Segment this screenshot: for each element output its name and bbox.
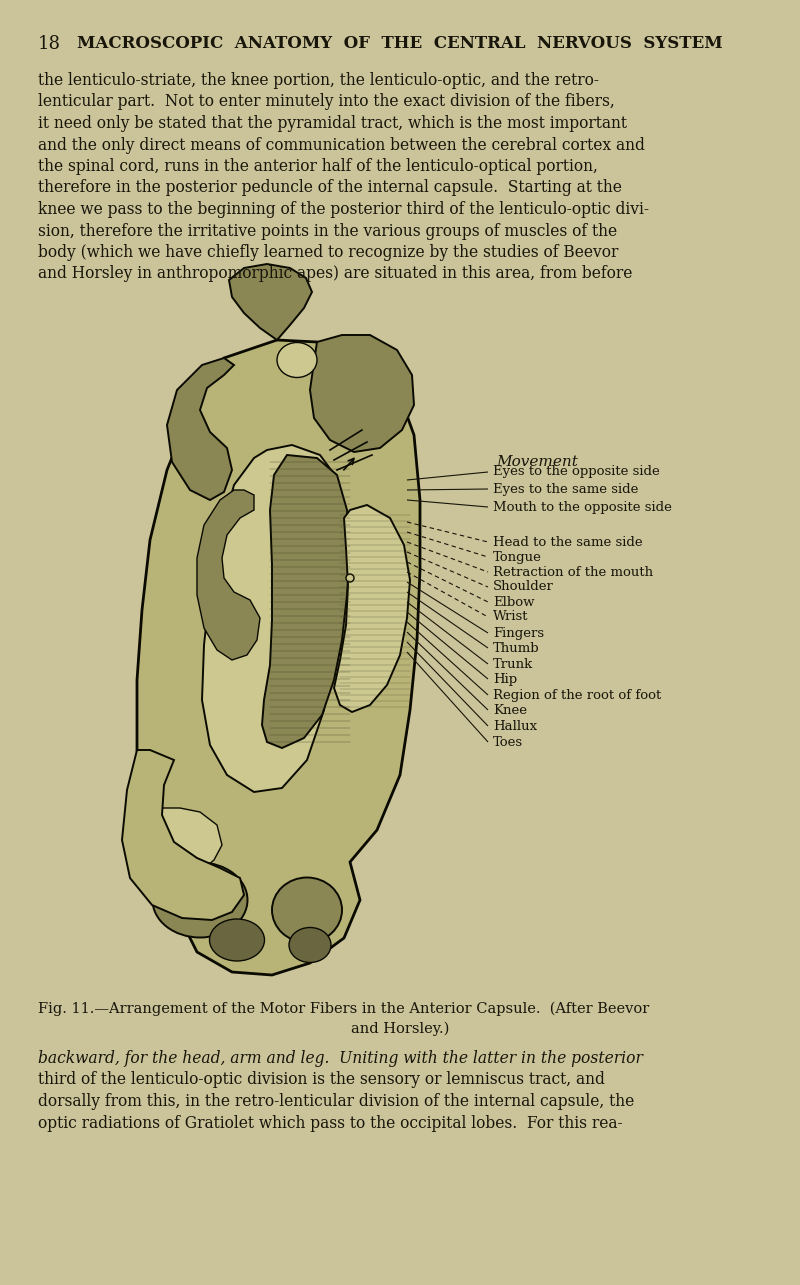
Text: and Horsley in anthropomorphic apes) are situated in this area, from before: and Horsley in anthropomorphic apes) are… [38, 266, 632, 283]
Text: Wrist: Wrist [493, 610, 529, 623]
Polygon shape [310, 335, 414, 452]
Text: therefore in the posterior peduncle of the internal capsule.  Starting at the: therefore in the posterior peduncle of t… [38, 180, 622, 197]
Polygon shape [334, 505, 410, 712]
Text: Toes: Toes [493, 735, 523, 748]
Text: Region of the root of foot: Region of the root of foot [493, 689, 662, 702]
Text: Head to the same side: Head to the same side [493, 536, 642, 549]
Polygon shape [262, 455, 350, 748]
Ellipse shape [210, 919, 265, 961]
Polygon shape [229, 263, 312, 341]
Ellipse shape [289, 928, 331, 962]
Text: knee we pass to the beginning of the posterior third of the lenticulo-optic divi: knee we pass to the beginning of the pos… [38, 200, 649, 218]
Text: Eyes to the opposite side: Eyes to the opposite side [493, 465, 660, 478]
Ellipse shape [272, 878, 342, 942]
Text: Fig. 11.—Arrangement of the Motor Fibers in the Anterior Capsule.  (After Beevor: Fig. 11.—Arrangement of the Motor Fibers… [38, 1002, 650, 1016]
Text: third of the lenticulo-optic division is the sensory or lemniscus tract, and: third of the lenticulo-optic division is… [38, 1072, 605, 1088]
Text: Hallux: Hallux [493, 720, 537, 732]
Text: the lenticulo-striate, the knee portion, the lenticulo-optic, and the retro-: the lenticulo-striate, the knee portion,… [38, 72, 599, 89]
Text: the spinal cord, runs in the anterior half of the lenticulo-optical portion,: the spinal cord, runs in the anterior ha… [38, 158, 598, 175]
Text: it need only be stated that the pyramidal tract, which is the most important: it need only be stated that the pyramida… [38, 114, 627, 132]
Text: 18: 18 [38, 35, 61, 53]
Text: optic radiations of Gratiolet which pass to the occipital lobes.  For this rea-: optic radiations of Gratiolet which pass… [38, 1114, 622, 1132]
Text: and the only direct means of communication between the cerebral cortex and: and the only direct means of communicati… [38, 136, 645, 153]
Text: Hip: Hip [493, 672, 517, 685]
Text: Fingers: Fingers [493, 627, 544, 640]
Text: Thumb: Thumb [493, 641, 540, 654]
Text: body (which we have chiefly learned to recognize by the studies of Beevor: body (which we have chiefly learned to r… [38, 244, 618, 261]
Text: Movement: Movement [496, 455, 578, 469]
Text: lenticular part.  Not to enter minutely into the exact division of the fibers,: lenticular part. Not to enter minutely i… [38, 94, 614, 111]
Ellipse shape [153, 862, 247, 938]
Text: MACROSCOPIC  ANATOMY  OF  THE  CENTRAL  NERVOUS  SYSTEM: MACROSCOPIC ANATOMY OF THE CENTRAL NERVO… [77, 36, 723, 53]
Polygon shape [167, 359, 234, 500]
Ellipse shape [277, 343, 317, 378]
Text: Mouth to the opposite side: Mouth to the opposite side [493, 500, 672, 514]
Text: backward, for the head, arm and leg.  Uniting with the latter in the posterior: backward, for the head, arm and leg. Uni… [38, 1050, 643, 1067]
Text: and Horsley.): and Horsley.) [351, 1022, 449, 1037]
Text: Shoulder: Shoulder [493, 581, 554, 594]
Polygon shape [197, 490, 260, 660]
Polygon shape [202, 445, 342, 792]
Text: Elbow: Elbow [493, 595, 534, 609]
Text: Tongue: Tongue [493, 550, 542, 564]
Ellipse shape [346, 574, 354, 582]
Text: Eyes to the same side: Eyes to the same side [493, 482, 638, 496]
Polygon shape [122, 750, 244, 920]
Polygon shape [137, 808, 222, 875]
Text: dorsally from this, in the retro-lenticular division of the internal capsule, th: dorsally from this, in the retro-lenticu… [38, 1094, 634, 1110]
Polygon shape [137, 341, 420, 975]
Text: Knee: Knee [493, 703, 527, 717]
Text: sion, therefore the irritative points in the various groups of muscles of the: sion, therefore the irritative points in… [38, 222, 617, 239]
Text: Trunk: Trunk [493, 658, 534, 671]
Text: Retraction of the mouth: Retraction of the mouth [493, 565, 653, 578]
